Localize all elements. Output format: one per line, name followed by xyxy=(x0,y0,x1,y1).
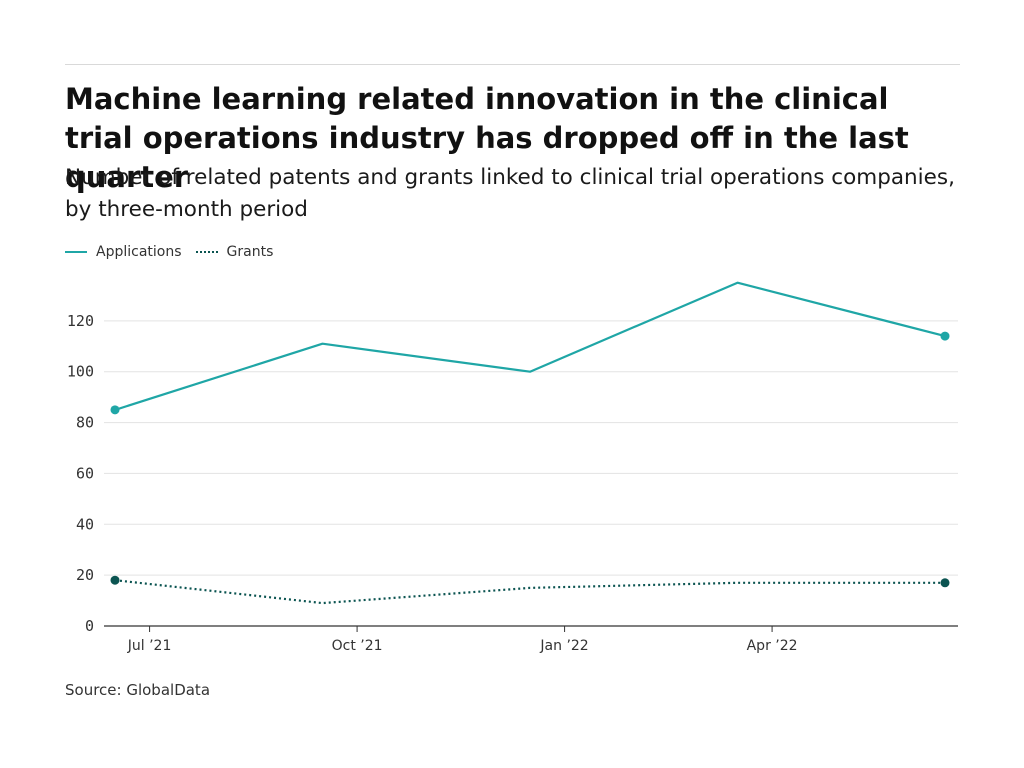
series-line-applications xyxy=(114,281,946,411)
legend-item-applications[interactable]: Applications xyxy=(65,244,182,260)
data-point-grants xyxy=(940,578,950,588)
series-line-grants xyxy=(114,579,945,605)
y-tick-label: 100 xyxy=(67,363,94,381)
x-tick-label: Oct ’21 xyxy=(332,638,383,654)
legend-label-grants: Grants xyxy=(226,244,274,260)
legend-label-applications: Applications xyxy=(96,244,182,260)
line-chart: 0 20 40 60 80 100 120 Jul ’21 Oct ’21 Jan ’22 Apr… xyxy=(67,281,958,654)
data-point-applications xyxy=(940,331,950,341)
x-tick-label: Apr ’22 xyxy=(747,638,798,654)
legend-swatch-applications xyxy=(65,251,87,253)
y-tick-label: 120 xyxy=(67,312,94,330)
y-tick-label: 60 xyxy=(76,464,94,482)
legend-item-grants[interactable]: Grants xyxy=(195,244,274,260)
data-point-grants xyxy=(110,575,120,585)
chart-subtitle: Number of related patents and grants lin… xyxy=(65,165,955,222)
x-tick-label: Jul ’21 xyxy=(127,638,172,654)
series-group xyxy=(110,281,950,605)
x-tick-label: Jan ’22 xyxy=(539,638,588,654)
source-note: Source: GlobalData xyxy=(65,681,211,699)
data-point-applications xyxy=(110,405,120,415)
y-tick-label: 80 xyxy=(76,414,94,432)
chart-title: Machine learning related innovation in t… xyxy=(65,82,909,194)
y-tick-label: 20 xyxy=(76,566,94,584)
y-tick-label: 40 xyxy=(76,515,94,533)
y-axis-labels: 0 20 40 60 80 100 120 xyxy=(67,312,94,635)
gridlines xyxy=(104,320,958,576)
legend-swatch-grants xyxy=(195,251,218,253)
x-axis: Jul ’21 Oct ’21 Jan ’22 Apr ’22 xyxy=(104,625,958,654)
chart-legend: Applications Grants xyxy=(65,241,287,263)
top-rule xyxy=(65,64,960,65)
y-tick-label: 0 xyxy=(85,617,94,635)
